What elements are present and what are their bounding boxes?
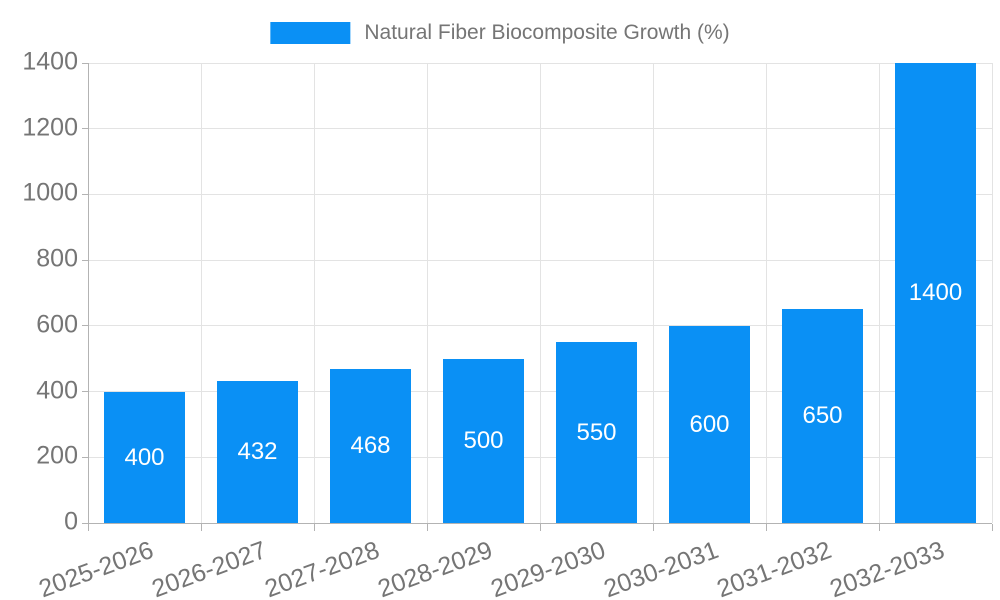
x-axis-tick [314, 524, 315, 531]
x-axis-tick [540, 524, 541, 531]
y-axis-tick [82, 325, 88, 327]
bar[interactable] [556, 342, 637, 523]
x-tick-label: 2027-2028 [261, 536, 384, 600]
bar-value-label: 500 [463, 427, 504, 454]
x-gridline [201, 63, 202, 523]
y-axis-tick [82, 193, 88, 195]
bar[interactable] [895, 63, 976, 523]
y-tick-label: 1200 [22, 113, 78, 142]
legend-label: Natural Fiber Biocomposite Growth (%) [364, 21, 730, 44]
y-tick-label: 1400 [22, 47, 78, 76]
x-gridline [992, 63, 993, 523]
bar[interactable] [104, 392, 185, 523]
bar-value-label: 468 [350, 432, 391, 459]
y-tick-label: 400 [36, 375, 78, 404]
bar[interactable] [782, 309, 863, 523]
bar[interactable] [443, 359, 524, 523]
x-gridline [314, 63, 315, 523]
x-tick-label: 2032-2033 [826, 536, 949, 600]
y-axis-tick [82, 456, 88, 458]
bar-value-label: 432 [237, 438, 278, 465]
x-gridline [766, 63, 767, 523]
y-tick-label: 200 [36, 441, 78, 470]
x-tick-label: 2029-2030 [487, 536, 610, 600]
x-axis-tick [427, 524, 428, 531]
x-gridline [540, 63, 541, 523]
x-axis-tick [992, 524, 993, 531]
x-axis-tick [653, 524, 654, 531]
y-tick-label: 600 [36, 310, 78, 339]
y-axis-tick [82, 391, 88, 393]
bar-value-label: 1400 [908, 279, 963, 306]
y-tick-label: 800 [36, 244, 78, 273]
y-axis-tick [82, 522, 88, 524]
bar-value-label: 400 [124, 443, 165, 471]
y-axis-tick [82, 62, 88, 64]
y-tick-label: 0 [64, 507, 78, 536]
x-axis-tick [201, 524, 202, 531]
y-axis-tick [82, 259, 88, 261]
x-gridline [653, 63, 654, 523]
x-tick-label: 2028-2029 [374, 536, 497, 600]
bar[interactable] [330, 369, 411, 523]
x-tick-label: 2030-2031 [600, 536, 723, 600]
x-gridline [427, 63, 428, 523]
bar-value-label: 600 [689, 410, 730, 438]
y-axis-line [88, 63, 89, 531]
legend-swatch [270, 22, 351, 44]
bar-value-label: 550 [576, 418, 617, 446]
x-axis-tick [879, 524, 880, 531]
y-tick-label: 1000 [22, 178, 78, 207]
x-gridline [879, 63, 880, 523]
bar[interactable] [217, 381, 298, 523]
bar-value-label: 650 [802, 402, 843, 429]
x-tick-label: 2031-2032 [713, 536, 836, 600]
chart-legend[interactable]: Natural Fiber Biocomposite Growth (%) [270, 21, 730, 45]
x-tick-label: 2026-2027 [148, 536, 271, 600]
x-axis-line [88, 523, 992, 524]
x-tick-label: 2025-2026 [35, 536, 158, 600]
x-axis-tick [766, 524, 767, 531]
bar[interactable] [669, 326, 750, 523]
y-axis-tick [82, 128, 88, 130]
